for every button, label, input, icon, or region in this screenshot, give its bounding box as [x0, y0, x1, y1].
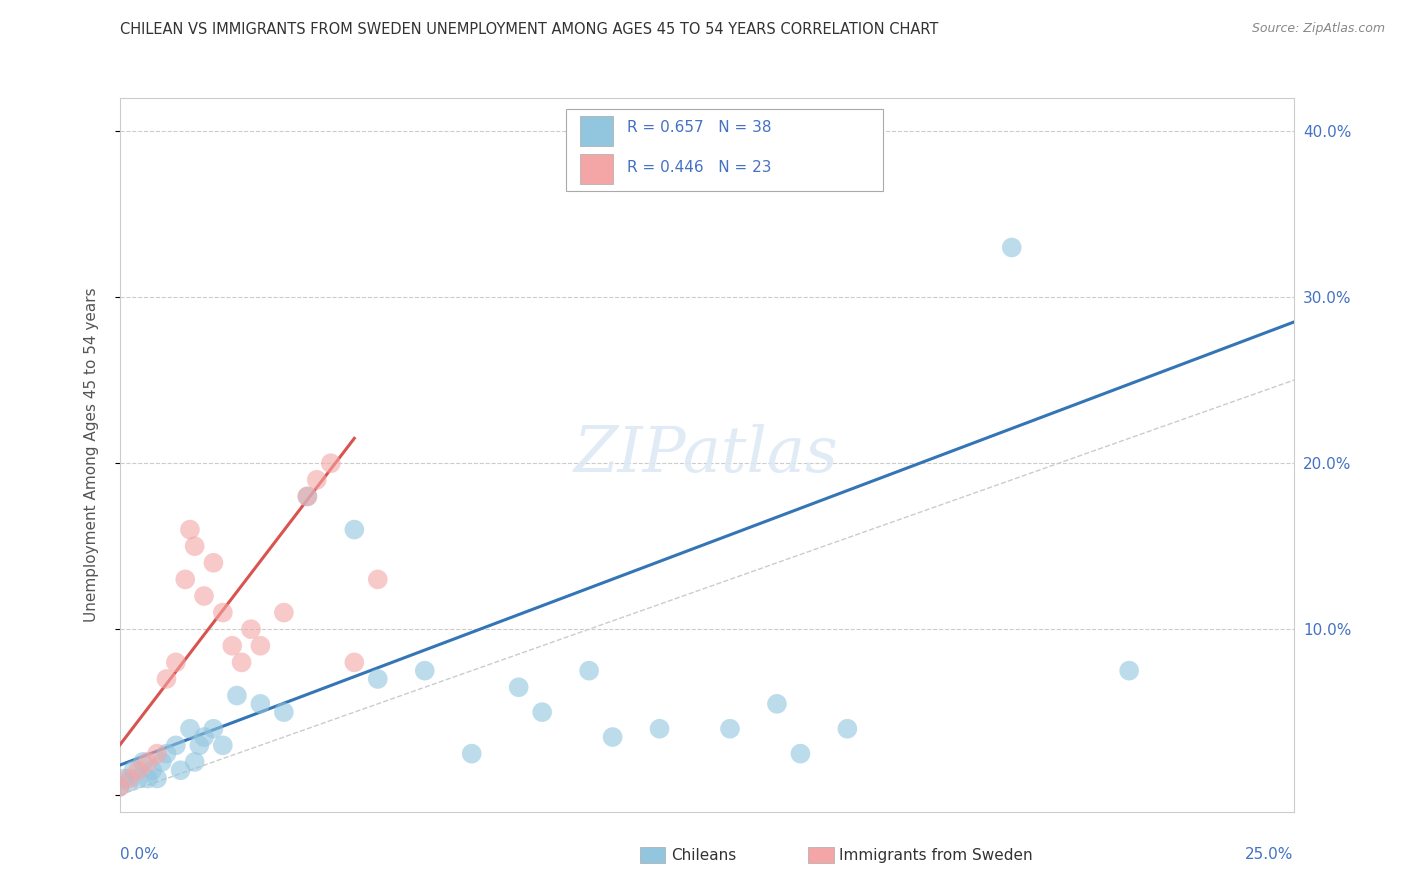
Text: Source: ZipAtlas.com: Source: ZipAtlas.com	[1251, 22, 1385, 36]
Point	[1001, 240, 1024, 254]
Point	[343, 523, 366, 537]
Point	[193, 730, 215, 744]
Point	[118, 772, 141, 786]
Point	[202, 722, 225, 736]
Point	[108, 780, 131, 794]
Point	[225, 689, 249, 703]
Point	[136, 755, 159, 769]
Point	[718, 722, 741, 736]
Point	[837, 722, 859, 736]
Point	[413, 664, 436, 678]
Point	[169, 763, 191, 777]
Point	[165, 656, 187, 670]
Point	[766, 697, 789, 711]
Point	[108, 780, 131, 794]
Point	[141, 763, 163, 777]
Text: R = 0.446   N = 23: R = 0.446 N = 23	[627, 160, 770, 175]
Y-axis label: Unemployment Among Ages 45 to 54 years: Unemployment Among Ages 45 to 54 years	[84, 287, 98, 623]
Point	[118, 775, 141, 789]
Point	[508, 680, 530, 694]
Point	[319, 456, 342, 470]
Point	[578, 664, 600, 678]
Point	[155, 672, 177, 686]
Point	[305, 473, 328, 487]
Point	[150, 755, 173, 769]
Point	[146, 772, 169, 786]
Bar	[579, 116, 613, 145]
Point	[648, 722, 671, 736]
Text: ZIPatlas: ZIPatlas	[574, 424, 839, 486]
Point	[367, 573, 389, 587]
Point	[112, 772, 135, 786]
Text: R = 0.657   N = 38: R = 0.657 N = 38	[627, 120, 770, 136]
Point	[165, 739, 187, 753]
Point	[183, 539, 205, 553]
Point	[146, 747, 169, 761]
Point	[188, 739, 211, 753]
Point	[179, 523, 201, 537]
Point	[531, 705, 554, 719]
Point	[122, 763, 145, 777]
Point	[297, 490, 319, 504]
Point	[174, 573, 197, 587]
Point	[460, 747, 484, 761]
Point	[297, 490, 319, 504]
Point	[202, 556, 225, 570]
Text: 0.0%: 0.0%	[120, 847, 159, 863]
Point	[132, 755, 155, 769]
Text: 25.0%: 25.0%	[1246, 847, 1294, 863]
Point	[183, 755, 205, 769]
Point	[193, 589, 215, 603]
Point	[367, 672, 389, 686]
Text: CHILEAN VS IMMIGRANTS FROM SWEDEN UNEMPLOYMENT AMONG AGES 45 TO 54 YEARS CORRELA: CHILEAN VS IMMIGRANTS FROM SWEDEN UNEMPL…	[120, 22, 938, 37]
Point	[343, 656, 366, 670]
Point	[240, 622, 263, 636]
Point	[249, 697, 271, 711]
Point	[155, 747, 177, 761]
Point	[211, 739, 233, 753]
Point	[273, 606, 295, 620]
Point	[602, 730, 624, 744]
Point	[179, 722, 201, 736]
Point	[127, 763, 149, 777]
Point	[231, 656, 253, 670]
Point	[1118, 664, 1140, 678]
Text: Immigrants from Sweden: Immigrants from Sweden	[839, 848, 1033, 863]
Point	[136, 772, 159, 786]
Point	[127, 772, 149, 786]
Point	[249, 639, 271, 653]
Point	[273, 705, 295, 719]
Point	[211, 606, 233, 620]
Bar	[579, 154, 613, 185]
FancyBboxPatch shape	[565, 109, 883, 191]
Point	[789, 747, 811, 761]
Text: Chileans: Chileans	[671, 848, 735, 863]
Point	[221, 639, 243, 653]
